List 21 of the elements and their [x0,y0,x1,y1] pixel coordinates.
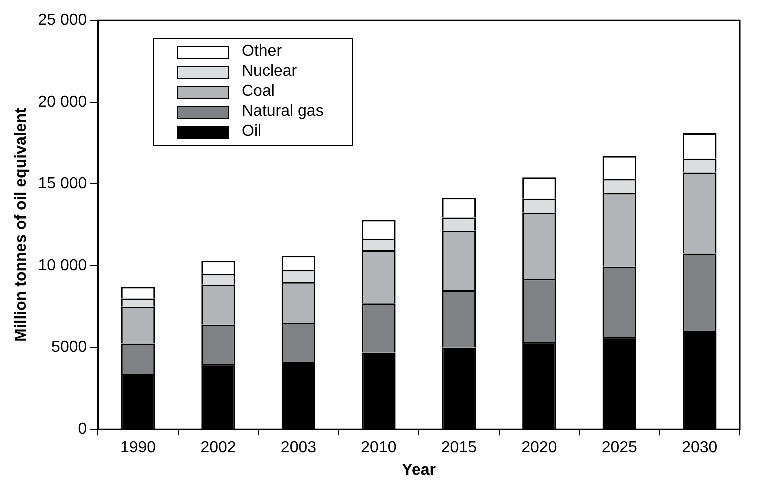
x-tick-label: 2003 [280,440,317,457]
legend-label: Coal [242,83,275,101]
y-tick-label: 5000 [52,339,88,356]
y-tick-label: 25 000 [38,12,88,30]
legend-label: Oil [242,123,262,141]
x-tick-label: 2020 [522,440,558,457]
x-tick-label: 2030 [682,440,718,457]
legend-label: Natural gas [242,103,324,121]
legend-label: Nuclear [242,63,298,81]
y-tick-label: 20 000 [38,94,88,111]
x-tick-label: 2015 [441,440,478,457]
x-tick-label: 2010 [361,440,397,457]
x-axis-title: Year [402,462,436,479]
y-tick-label: 15 000 [38,176,88,193]
x-tick-label: 2025 [602,440,638,457]
y-axis-title: Million tonnes of oil equivalent [13,108,30,342]
y-tick-label: 10 000 [38,257,88,274]
x-tick-label: 1990 [120,440,156,457]
x-tick-label: 2002 [200,440,236,457]
y-tick-label: 0 [78,421,88,438]
legend-label: Other [242,43,282,61]
